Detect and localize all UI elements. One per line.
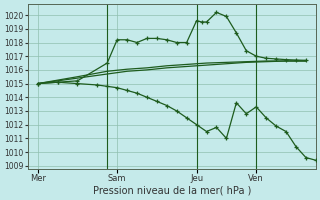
X-axis label: Pression niveau de la mer( hPa ): Pression niveau de la mer( hPa ) [92, 186, 251, 196]
